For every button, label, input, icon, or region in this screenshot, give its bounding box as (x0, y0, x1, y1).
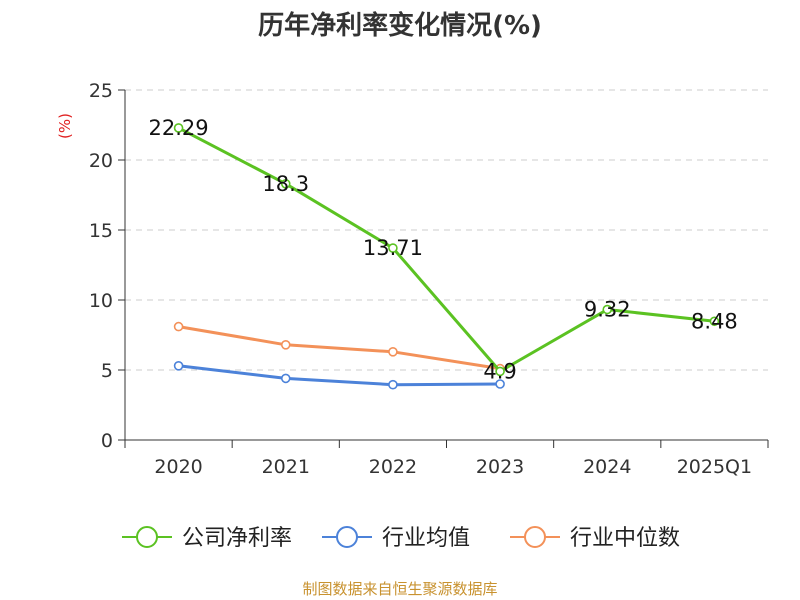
series-line (178, 364, 501, 387)
data-label: 13.71 (363, 236, 423, 260)
data-label: 8.48 (691, 309, 738, 333)
y-tick-label: 5 (101, 360, 113, 382)
y-tick-label: 20 (89, 150, 113, 172)
data-point (280, 179, 291, 189)
y-axis-label: (%) (56, 113, 74, 139)
data-point (280, 373, 291, 384)
series-line (177, 126, 715, 373)
source-note: 制图数据来自恒生聚源数据库 (302, 580, 498, 598)
series-line (178, 325, 501, 371)
x-tick-label: 2025Q1 (677, 456, 752, 478)
data-point (173, 123, 184, 133)
legend-marker (136, 526, 158, 548)
data-point (173, 321, 184, 332)
data-label: 18.3 (262, 172, 309, 196)
chart-title: 历年净利率变化情况(%) (258, 11, 542, 41)
y-tick-label: 10 (89, 290, 113, 312)
data-label: 4.9 (483, 359, 516, 383)
legend-marker (336, 526, 358, 548)
data-label: 22.29 (149, 116, 209, 140)
y-tick-label: 0 (101, 430, 113, 452)
data-point (173, 360, 184, 371)
legend-label: 公司净利率 (182, 526, 292, 551)
legend-label: 行业中位数 (570, 526, 680, 551)
y-tick-label: 25 (89, 80, 113, 102)
data-point (495, 379, 505, 389)
data-point (388, 243, 398, 253)
y-tick-label: 15 (89, 220, 113, 242)
x-tick-label: 2023 (476, 456, 524, 478)
x-tick-label: 2021 (262, 456, 310, 478)
x-tick-label: 2020 (154, 456, 202, 478)
data-point (495, 366, 505, 377)
data-point (709, 316, 720, 327)
data-point (388, 346, 398, 357)
data-label: 9.32 (584, 298, 631, 322)
data-point (388, 379, 398, 390)
x-tick-label: 2024 (583, 456, 631, 478)
legend-label: 行业均值 (382, 526, 470, 551)
legend-marker (524, 526, 546, 548)
x-tick-label: 2022 (369, 456, 417, 478)
data-point (602, 304, 613, 315)
data-point (280, 339, 291, 350)
